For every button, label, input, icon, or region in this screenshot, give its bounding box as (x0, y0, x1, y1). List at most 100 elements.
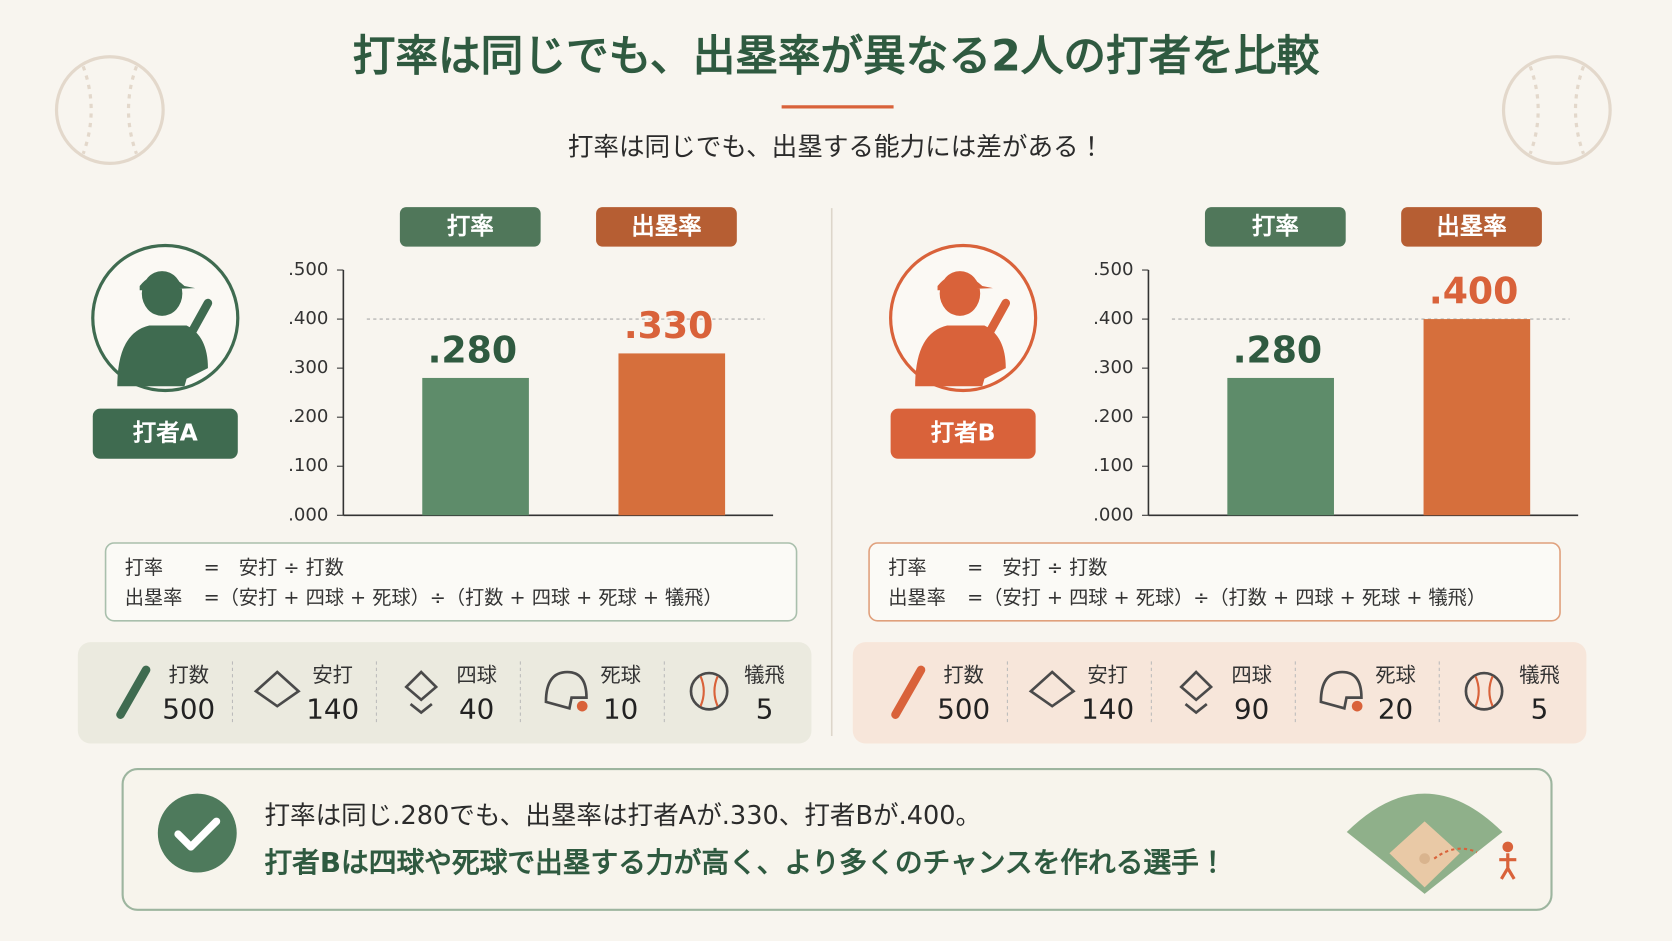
stat-value: 90 (1234, 692, 1269, 725)
formula-expr: =（安打 + 四球 + 死球）÷（打数 + 四球 + 死球 + 犠飛） (204, 586, 723, 609)
category-label: 出塁率 (631, 212, 701, 240)
stat-icon (404, 670, 439, 715)
summary-box (121, 768, 1553, 911)
stat-icon (689, 671, 729, 711)
player-name: 打者A (133, 419, 199, 447)
formula-expr: = 安打 ÷ 打数 (967, 556, 1107, 579)
formula-name: 打率 (125, 556, 163, 579)
ball-icon (1464, 671, 1504, 711)
stat-label: 四球 (1231, 663, 1272, 687)
category-chip (399, 207, 541, 247)
base-icon (1028, 670, 1076, 708)
check-mark (174, 817, 221, 851)
player-name: 打者B (931, 419, 996, 447)
category-chip (1401, 207, 1542, 247)
stat-value: 140 (1081, 692, 1134, 725)
subtitle: 打率は同じでも、出塁する能力には差がある！ (568, 132, 1104, 162)
value-label: .330 (624, 304, 713, 347)
formula-name: 打率 (888, 556, 926, 579)
stat-icon (1464, 671, 1504, 711)
category-label: 打率 (1252, 212, 1299, 240)
y-tick-label: .400 (288, 308, 328, 329)
field-icon (1346, 793, 1517, 894)
base-icon (253, 670, 301, 708)
player-bat (969, 298, 1011, 365)
formula-name: 出塁率 (888, 586, 946, 609)
summary-line-1: 打率は同じ.280でも、出塁率は打者Aが.330、打者Bが.400。 (264, 801, 981, 831)
y-tick-label: .500 (1093, 259, 1133, 280)
y-tick-label: .400 (1093, 308, 1133, 329)
ball-icon (689, 671, 729, 711)
stat-icon (544, 670, 588, 712)
formula-expr: =（安打 + 四球 + 死球）÷（打数 + 四球 + 死球 + 犠飛） (967, 586, 1486, 609)
formula-box (868, 542, 1561, 622)
stat-value: 10 (603, 692, 638, 725)
stat-label: 犠飛 (1519, 663, 1560, 687)
bat-icon (116, 665, 151, 719)
bar (1423, 319, 1531, 516)
y-tick-label: .100 (288, 455, 328, 476)
stat-label: 安打 (1087, 663, 1128, 687)
stats-box (77, 642, 812, 744)
category-label: 出塁率 (1436, 212, 1506, 240)
category-chip (1204, 207, 1346, 247)
y-tick-label: .200 (288, 406, 328, 427)
stat-value: 5 (756, 692, 774, 725)
bar (1227, 377, 1334, 516)
y-tick-label: .000 (1093, 504, 1133, 525)
stat-value: 500 (937, 692, 990, 725)
stat-label: 打数 (943, 663, 984, 687)
ball-dot (1351, 700, 1363, 712)
helmet-icon (544, 670, 588, 710)
player-chip (92, 408, 238, 459)
category-chip (596, 207, 737, 247)
stat-label: 犠飛 (744, 663, 785, 687)
stat-label: 安打 (312, 663, 353, 687)
category-label: 打率 (447, 212, 494, 240)
y-tick-label: .500 (288, 259, 328, 280)
player-silhouette (915, 271, 1008, 387)
base-walk-icon (1179, 670, 1214, 715)
value-label: .400 (1429, 269, 1518, 312)
check-icon (157, 793, 237, 873)
base-walk-icon (404, 670, 439, 715)
value-label: .280 (428, 328, 517, 371)
stat-label: 死球 (600, 663, 641, 687)
formula-name: 出塁率 (125, 586, 183, 609)
stat-value: 500 (162, 692, 215, 725)
ball-seam (699, 675, 719, 707)
baseball-decoration (54, 55, 1612, 165)
player-silhouette (117, 271, 211, 387)
stat-value: 40 (459, 692, 494, 725)
stat-icon (1179, 670, 1214, 715)
bar (618, 353, 726, 516)
stat-label: 死球 (1375, 663, 1416, 687)
stat-value: 140 (306, 692, 359, 725)
stats-box (852, 642, 1587, 744)
stat-icon (253, 670, 301, 708)
formula-box (104, 542, 798, 622)
stat-icon (1319, 670, 1363, 712)
stat-value: 20 (1378, 692, 1413, 725)
formula-expr: = 安打 ÷ 打数 (204, 556, 344, 579)
stat-icon (1028, 670, 1076, 708)
bar (422, 377, 529, 516)
ball-dot (576, 700, 588, 712)
panels: 打者A .000 .100 .200 .300 .400 .500 打率 .280 出塁率 .330… (77, 207, 1587, 744)
player-bat (171, 298, 213, 365)
ball-seam (1474, 675, 1494, 707)
stat-label: 四球 (456, 663, 497, 687)
summary-line-2: 打者Bは四球や死球で出塁する力が高く、より多くのチャンスを作れる選手！ (264, 846, 1226, 879)
y-tick-label: .000 (288, 504, 328, 525)
stat-value: 5 (1531, 692, 1549, 725)
value-label: .280 (1233, 328, 1322, 371)
stat-icon (116, 665, 151, 719)
helmet-icon (1319, 670, 1363, 710)
y-tick-label: .200 (1093, 406, 1133, 427)
bat-icon (891, 665, 926, 719)
player-chip (890, 408, 1036, 459)
y-tick-label: .300 (1093, 357, 1133, 378)
stat-icon (891, 665, 926, 719)
